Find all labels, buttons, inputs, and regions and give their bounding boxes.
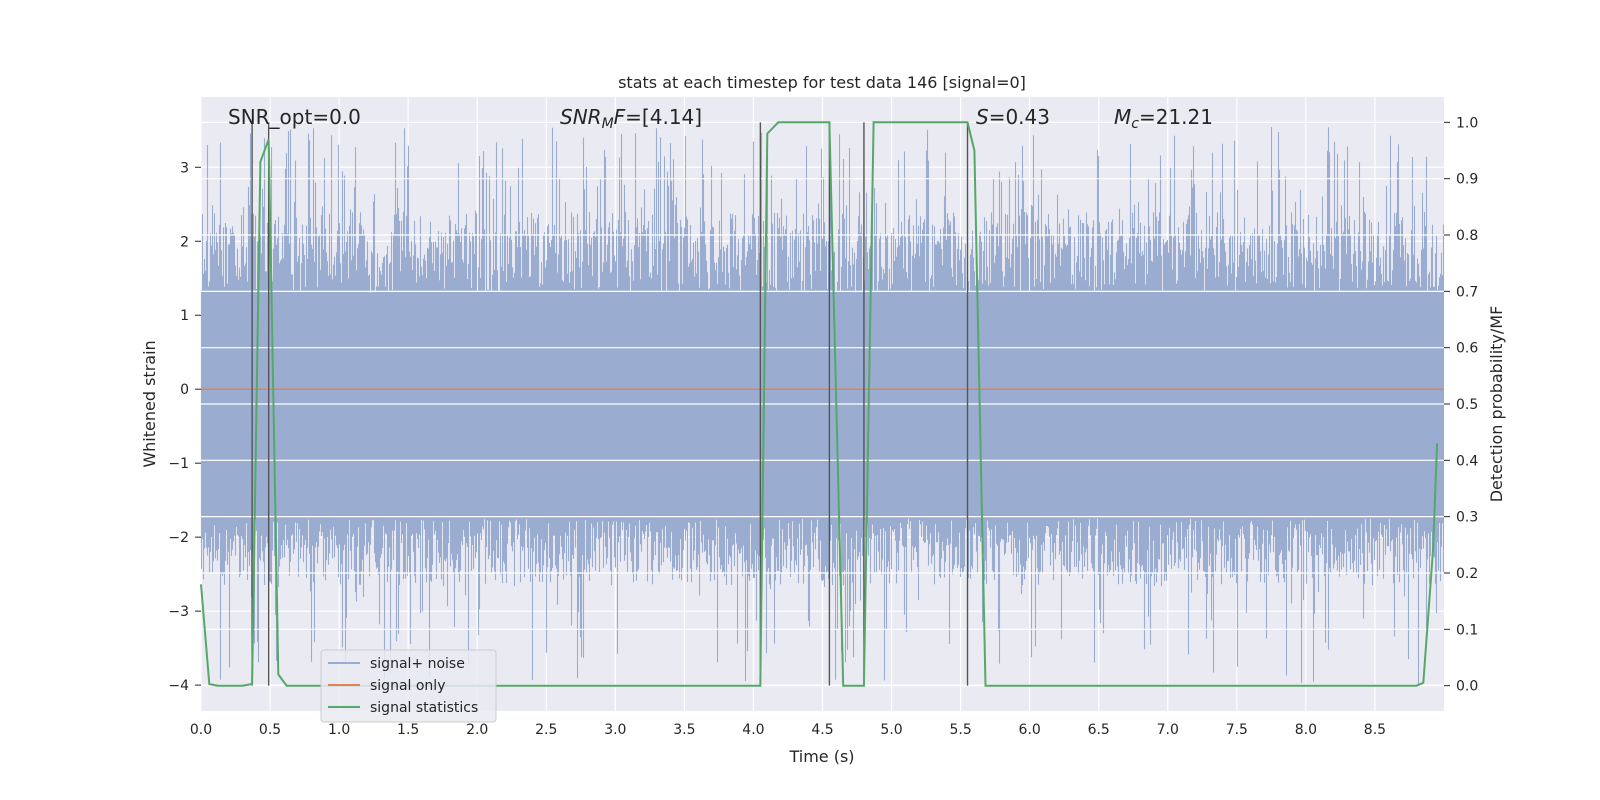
y2-tick-label: 1.0 <box>1456 115 1478 131</box>
y-axis-ticks: 3 2 1 0 −1 −2 −3 −4 <box>168 160 201 694</box>
y2-tick-label: 0.9 <box>1456 172 1478 188</box>
x-tick-label: 6.5 <box>1088 722 1110 738</box>
annotation-s: S=0.43 <box>976 105 1050 129</box>
y2-tick-label: 0.2 <box>1456 566 1478 582</box>
annotation-snr-opt: SNR_opt=0.0 <box>228 105 361 129</box>
y2-tick-label: 0.5 <box>1456 397 1478 413</box>
x-tick-label: 0.5 <box>259 722 281 738</box>
y-tick-label: −1 <box>168 456 189 472</box>
legend-label-signal-noise: signal+ noise <box>370 656 465 672</box>
x-tick-label: 0.0 <box>190 722 212 738</box>
legend-label-signal-only: signal only <box>370 678 445 694</box>
y-tick-label: −3 <box>168 604 189 620</box>
y-tick-label: −2 <box>168 530 189 546</box>
y2-tick-label: 0.7 <box>1456 284 1478 300</box>
x-tick-label: 2.0 <box>466 722 488 738</box>
x-tick-label: 1.5 <box>397 722 419 738</box>
y-tick-label: 2 <box>180 234 189 250</box>
legend: signal+ noise signal only signal statist… <box>320 649 497 723</box>
x-axis-label: Time (s) <box>788 747 854 766</box>
chart-title: stats at each timestep for test data 146… <box>618 73 1026 92</box>
legend-label-signal-statistics: signal statistics <box>370 700 478 716</box>
x-tick-label: 5.0 <box>880 722 902 738</box>
y2-tick-label: 0.0 <box>1456 679 1478 695</box>
x-tick-label: 7.0 <box>1157 722 1179 738</box>
x-tick-label: 4.5 <box>811 722 833 738</box>
y2-tick-label: 0.3 <box>1456 510 1478 526</box>
x-tick-label: 7.5 <box>1226 722 1248 738</box>
noise-core-band <box>201 293 1444 519</box>
x-tick-label: 1.0 <box>328 722 350 738</box>
x-tick-label: 6.0 <box>1019 722 1041 738</box>
legend-box <box>320 649 497 723</box>
y2-tick-label: 0.4 <box>1456 453 1478 469</box>
x-axis-ticks: 0.0 0.5 1.0 1.5 2.0 2.5 3.0 3.5 4.0 4.5 5.0 5.5 6.0 6… <box>190 722 1386 738</box>
threshold-vertical-lines <box>251 122 969 686</box>
signal-plus-noise-series <box>200 127 1445 684</box>
x-tick-label: 4.0 <box>742 722 764 738</box>
signal-statistics-line <box>200 121 1439 687</box>
y-tick-label: 0 <box>180 382 189 398</box>
y2-tick-label: 0.8 <box>1456 228 1478 244</box>
annotation-mc: Mc=21.21 <box>1114 105 1213 132</box>
y2-axis-label: Detection probability/MF <box>1487 306 1506 503</box>
y-tick-label: 1 <box>180 308 189 324</box>
y2-tick-label: 0.1 <box>1456 622 1478 638</box>
x-tick-label: 5.5 <box>949 722 971 738</box>
x-tick-label: 3.5 <box>673 722 695 738</box>
y2-axis-ticks: 1.0 0.9 0.8 0.7 0.6 0.5 0.4 0.3 0.2 0.1 0.0 <box>1444 115 1478 695</box>
x-tick-label: 2.5 <box>535 722 557 738</box>
x-tick-label: 8.0 <box>1295 722 1317 738</box>
y-tick-label: −4 <box>168 678 189 694</box>
y-axis-label: Whitened strain <box>140 340 159 467</box>
annotation-snr-mf: SNRMF=[4.14] <box>560 105 702 132</box>
y2-tick-label: 0.6 <box>1456 341 1478 357</box>
y-tick-label: 3 <box>180 160 189 176</box>
x-tick-label: 3.0 <box>604 722 626 738</box>
x-tick-label: 8.5 <box>1364 722 1386 738</box>
